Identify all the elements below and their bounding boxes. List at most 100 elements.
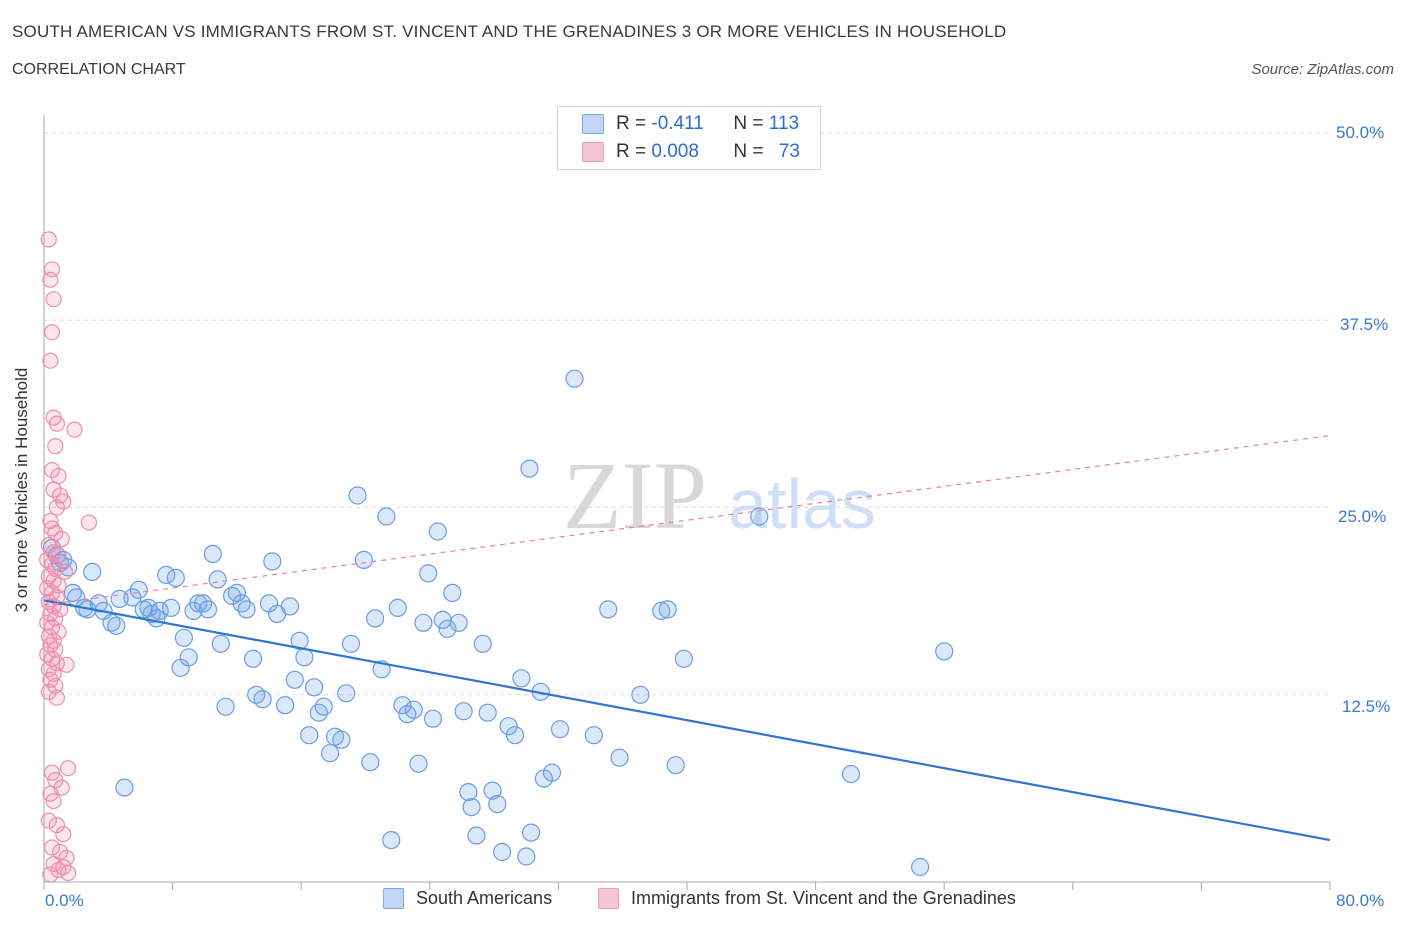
trend-line-south-americans xyxy=(43,599,1331,842)
point-immigrants-47 xyxy=(58,656,75,673)
point-south-americans-97 xyxy=(542,763,562,782)
point-south-americans-93 xyxy=(517,847,536,866)
point-immigrants-22 xyxy=(39,551,56,569)
point-south-americans-66 xyxy=(377,507,396,526)
point-south-americans-106 xyxy=(666,756,685,775)
point-south-americans-37 xyxy=(223,586,242,606)
point-south-americans-17 xyxy=(129,580,148,600)
point-south-americans-38 xyxy=(227,583,246,603)
point-south-americans-90 xyxy=(499,717,518,736)
legend-n-value-1: 113 xyxy=(768,113,800,134)
point-immigrants-2 xyxy=(43,261,61,278)
legend-r-label: R = xyxy=(616,141,647,162)
bottom-legend-label-2: Immigrants from St. Vincent and the Gren… xyxy=(631,888,1016,908)
point-south-americans-32 xyxy=(198,600,218,619)
point-south-americans-52 xyxy=(300,726,319,745)
bottom-legend-south-americans: South Americans xyxy=(383,888,552,909)
point-immigrants-70 xyxy=(66,421,83,438)
point-south-americans-55 xyxy=(314,697,333,716)
point-south-americans-13 xyxy=(107,616,126,635)
point-south-americans-112 xyxy=(935,642,954,661)
axes xyxy=(43,115,1331,890)
point-south-americans-63 xyxy=(361,753,380,772)
point-immigrants-39 xyxy=(50,623,67,640)
point-immigrants-14 xyxy=(48,499,66,516)
point-south-americans-107 xyxy=(674,649,693,668)
point-immigrants-71 xyxy=(80,514,98,531)
point-south-americans-34 xyxy=(208,570,227,589)
watermark-atlas: atlas xyxy=(728,465,876,543)
point-immigrants-13 xyxy=(55,493,72,510)
point-south-americans-88 xyxy=(488,794,507,814)
point-south-americans-78 xyxy=(438,619,457,638)
legend-n-label: N = xyxy=(733,113,764,134)
point-immigrants-7 xyxy=(48,415,66,432)
point-immigrants-34 xyxy=(51,601,69,618)
point-immigrants-67 xyxy=(50,861,67,879)
point-south-americans-47 xyxy=(276,696,295,715)
point-immigrants-30 xyxy=(43,584,61,602)
y-axis-label: 3 or more Vehicles in Household xyxy=(12,367,31,613)
point-south-americans-58 xyxy=(332,730,351,749)
y-tick-label-50: 50.0% xyxy=(1336,123,1385,142)
point-immigrants-42 xyxy=(42,637,59,654)
point-south-americans-99 xyxy=(565,369,584,388)
point-immigrants-0 xyxy=(40,231,57,248)
chart-subtitle: CORRELATION CHART xyxy=(12,61,186,78)
point-south-americans-33 xyxy=(203,544,222,564)
legend-n-label: N = xyxy=(733,141,764,162)
point-south-americans-79 xyxy=(443,583,462,603)
point-south-americans-82 xyxy=(459,782,478,802)
point-south-americans-41 xyxy=(243,649,263,668)
point-south-americans-51 xyxy=(295,648,314,667)
point-immigrants-53 xyxy=(48,689,66,706)
point-south-americans-31 xyxy=(194,594,213,613)
point-immigrants-52 xyxy=(40,683,57,700)
point-south-americans-101 xyxy=(599,600,618,619)
x-tick-label-left: 0.0% xyxy=(45,891,84,910)
point-south-americans-108 xyxy=(750,507,769,526)
point-immigrants-3 xyxy=(45,291,62,308)
legend-n-value-2: 73 xyxy=(778,141,800,162)
point-south-americans-49 xyxy=(285,670,304,689)
point-south-americans-25 xyxy=(166,568,185,588)
point-south-americans-72 xyxy=(409,754,428,773)
trend-line-immigrants xyxy=(43,435,1331,606)
legend-row-south-americans: R = -0.411 N = 113 xyxy=(582,111,799,137)
point-south-americans-22 xyxy=(150,601,169,621)
legend-r-value-2: 0.008 xyxy=(651,141,699,162)
point-south-americans-71 xyxy=(404,700,423,719)
legend-r-label: R = xyxy=(616,113,647,134)
point-south-americans-103 xyxy=(631,685,650,704)
legend-r-value-1: -0.411 xyxy=(651,113,704,134)
point-south-americans-40 xyxy=(237,600,256,619)
bottom-legend-immigrants: Immigrants from St. Vincent and the Gren… xyxy=(598,888,1016,909)
point-south-americans-48 xyxy=(280,597,299,616)
chart-source: Source: ZipAtlas.com xyxy=(1251,61,1394,78)
point-south-americans-50 xyxy=(290,631,309,650)
point-south-americans-56 xyxy=(321,744,340,763)
point-south-americans-60 xyxy=(341,634,361,653)
point-south-americans-98 xyxy=(550,720,570,739)
bottom-legend-label-1: South Americans xyxy=(416,888,553,908)
point-south-americans-80 xyxy=(449,613,468,632)
point-south-americans-43 xyxy=(253,690,272,709)
trend-lines xyxy=(43,435,1331,842)
point-south-americans-73 xyxy=(414,613,433,632)
point-south-americans-92 xyxy=(512,669,531,688)
point-south-americans-12 xyxy=(102,613,121,632)
point-south-americans-68 xyxy=(388,598,407,618)
point-south-americans-75 xyxy=(423,709,443,728)
point-south-americans-36 xyxy=(216,697,235,716)
point-south-americans-76 xyxy=(428,522,447,541)
point-immigrants-4 xyxy=(43,324,61,341)
point-south-americans-104 xyxy=(652,601,671,621)
point-south-americans-89 xyxy=(493,842,512,862)
watermark: ZIP atlas xyxy=(563,442,876,549)
legend-row-immigrants: R = 0.008 N = 73 xyxy=(582,139,800,165)
legend-swatch-pink xyxy=(582,142,604,162)
point-south-americans-84 xyxy=(467,826,486,845)
point-immigrants-43 xyxy=(47,641,64,658)
point-south-americans-45 xyxy=(263,552,282,571)
data-points xyxy=(39,231,954,883)
